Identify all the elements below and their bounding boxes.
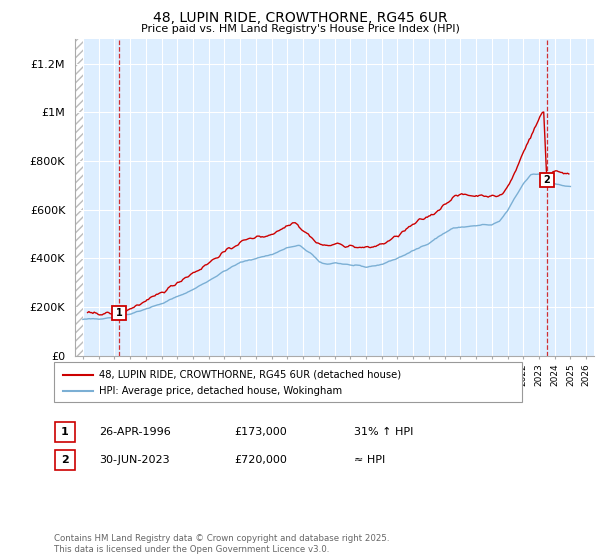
- Text: 48, LUPIN RIDE, CROWTHORNE, RG45 6UR (detached house): 48, LUPIN RIDE, CROWTHORNE, RG45 6UR (de…: [99, 370, 401, 380]
- Text: ≈ HPI: ≈ HPI: [354, 455, 385, 465]
- Bar: [75, 39, 83, 356]
- Text: 1: 1: [61, 427, 68, 437]
- Text: 48, LUPIN RIDE, CROWTHORNE, RG45 6UR: 48, LUPIN RIDE, CROWTHORNE, RG45 6UR: [152, 11, 448, 25]
- Text: 2: 2: [61, 455, 68, 465]
- Text: Price paid vs. HM Land Registry's House Price Index (HPI): Price paid vs. HM Land Registry's House …: [140, 24, 460, 34]
- Text: £173,000: £173,000: [234, 427, 287, 437]
- Text: 31% ↑ HPI: 31% ↑ HPI: [354, 427, 413, 437]
- Text: £720,000: £720,000: [234, 455, 287, 465]
- Text: HPI: Average price, detached house, Wokingham: HPI: Average price, detached house, Woki…: [99, 385, 342, 395]
- Text: 1: 1: [116, 309, 123, 319]
- Text: 26-APR-1996: 26-APR-1996: [99, 427, 171, 437]
- Text: 30-JUN-2023: 30-JUN-2023: [99, 455, 170, 465]
- Text: Contains HM Land Registry data © Crown copyright and database right 2025.
This d: Contains HM Land Registry data © Crown c…: [54, 534, 389, 554]
- Text: 2: 2: [544, 175, 550, 185]
